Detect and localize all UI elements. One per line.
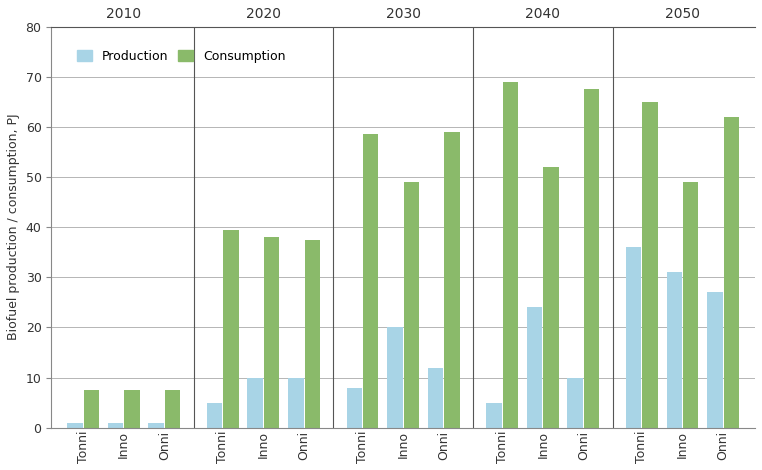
Bar [149, 423, 164, 428]
Bar [444, 132, 459, 428]
Bar [84, 390, 99, 428]
Bar [165, 390, 181, 428]
Bar [486, 403, 501, 428]
Bar [642, 102, 658, 428]
Bar [707, 292, 722, 428]
Bar [264, 237, 280, 428]
Bar [683, 182, 699, 428]
Bar [223, 230, 239, 428]
Bar [305, 240, 320, 428]
Bar [347, 388, 362, 428]
Bar [667, 272, 682, 428]
Bar [626, 247, 642, 428]
Bar [527, 307, 543, 428]
Bar [568, 377, 583, 428]
Bar [503, 82, 518, 428]
Bar [124, 390, 139, 428]
Bar [107, 423, 123, 428]
Bar [724, 117, 739, 428]
Legend: Production, Consumption: Production, Consumption [72, 45, 290, 68]
Bar [387, 328, 402, 428]
Bar [584, 89, 600, 428]
Bar [363, 134, 379, 428]
Bar [248, 377, 263, 428]
Bar [404, 182, 419, 428]
Bar [207, 403, 223, 428]
Bar [427, 368, 443, 428]
Bar [67, 423, 82, 428]
Bar [543, 167, 559, 428]
Y-axis label: Biofuel production / consumption, PJ: Biofuel production / consumption, PJ [7, 114, 20, 340]
Bar [288, 377, 303, 428]
